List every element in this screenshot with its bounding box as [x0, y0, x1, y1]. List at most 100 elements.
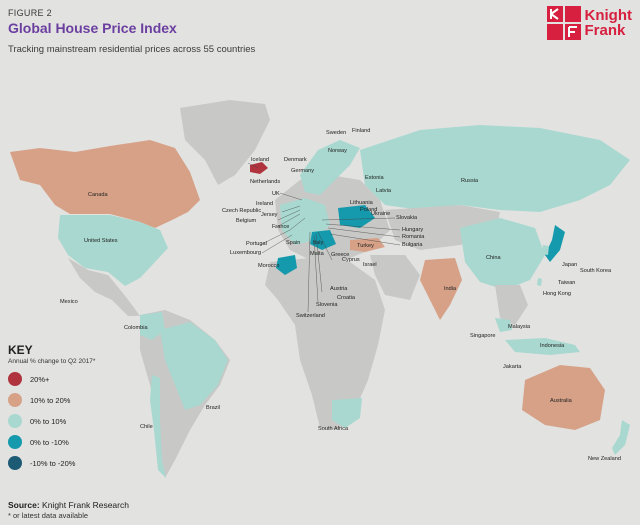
canada	[10, 140, 200, 228]
mexico	[68, 258, 140, 316]
source-prefix: Source:	[8, 500, 40, 510]
label-italy: Italy	[313, 240, 324, 246]
swatch-dark-red	[8, 372, 22, 386]
label-south-africa: South Africa	[318, 426, 349, 432]
key-item-0-to-minus-10: 0% to -10%	[8, 435, 95, 449]
label-portugal: Portugal	[246, 241, 267, 247]
label-ukraine: Ukraine	[371, 211, 391, 217]
label-luxembourg: Luxembourg	[230, 250, 262, 256]
key-item-minus-10-to-minus-20: -10% to -20%	[8, 456, 95, 470]
logo-wordmark: Knight Frank	[585, 8, 632, 38]
label-chile: Chile	[140, 424, 153, 430]
label-colombia: Colombia	[124, 325, 148, 331]
label-jakarta: Jakarta	[503, 364, 522, 370]
leader-lines	[247, 162, 401, 313]
label-slovenia: Slovenia	[316, 302, 338, 308]
label-morocco: Morocco	[258, 263, 280, 269]
south-africa	[332, 398, 362, 428]
label-jersey: Jersey	[261, 212, 278, 218]
india	[420, 258, 462, 320]
taiwan	[537, 278, 542, 286]
label-new-zealand: New Zealand	[588, 456, 621, 462]
swatch-light-teal	[8, 414, 22, 428]
label-malaysia: Malaysia	[508, 324, 531, 330]
scandinavia	[300, 140, 360, 195]
label-brazil: Brazil	[206, 405, 220, 411]
label-turkey: Turkey	[357, 243, 374, 249]
key-item-0-to-10: 0% to 10%	[8, 414, 95, 428]
china	[460, 218, 545, 290]
morocco	[276, 255, 297, 275]
label-hong-kong: Hong Kong	[543, 291, 571, 297]
label-finland: Finland	[352, 128, 371, 134]
knight-frank-logo-icon	[546, 6, 581, 40]
label-poland: Poland	[360, 207, 378, 213]
label-switzerland: Switzerland	[296, 313, 325, 319]
japan	[545, 225, 565, 262]
key-label: 20%+	[30, 374, 50, 384]
key-title: KEY	[8, 343, 33, 357]
label-latvia: Latvia	[376, 188, 391, 194]
label-japan: Japan	[562, 262, 578, 268]
label-denmark: Denmark	[284, 157, 307, 163]
label-croatia: Croatia	[337, 295, 356, 301]
key-label: 0% to 10%	[30, 416, 67, 426]
label-south-korea: South Korea	[580, 268, 612, 274]
label-netherlands: Netherlands	[250, 179, 281, 185]
key-label: -10% to -20%	[30, 458, 76, 468]
label-belgium: Belgium	[236, 218, 257, 224]
label-germany: Germany	[291, 168, 315, 174]
label-bulgaria: Bulgaria	[402, 242, 423, 248]
label-taiwan: Taiwan	[558, 280, 576, 286]
label-indonesia: Indonesia	[540, 343, 565, 349]
swatch-dark-teal	[8, 456, 22, 470]
label-australia: Australia	[550, 398, 572, 404]
africa	[265, 258, 385, 430]
label-iceland: Iceland	[251, 157, 270, 163]
label-malta: Malta	[310, 251, 324, 257]
swatch-tan	[8, 393, 22, 407]
brazil	[160, 322, 228, 410]
label-russia: Russia	[461, 178, 479, 184]
russia	[360, 125, 630, 212]
source-line: Source: Knight Frank Research	[8, 500, 129, 510]
chile	[150, 375, 166, 478]
united-states	[58, 215, 168, 286]
figure-title: Global House Price Index	[8, 20, 177, 36]
label-uk: UK	[272, 191, 280, 197]
label-czech-republic: Czech Republic	[222, 208, 262, 214]
label-estonia: Estonia	[365, 175, 384, 181]
eastern-europe	[310, 230, 336, 250]
label-ireland: Ireland	[256, 201, 274, 207]
colombia	[140, 312, 165, 340]
label-hungary: Hungary	[402, 227, 424, 233]
indonesia	[505, 338, 580, 355]
key-item-20-plus: 20%+	[8, 372, 95, 386]
label-united-states: United States	[84, 238, 118, 244]
australia	[522, 365, 605, 430]
logo-line-1: Knight	[584, 7, 632, 24]
label-israel: Israel	[363, 262, 377, 268]
new-zealand	[612, 420, 630, 455]
malaysia	[495, 318, 512, 332]
turkey	[350, 238, 385, 252]
key-label: 0% to -10%	[30, 437, 69, 447]
label-lithuania: Lithuania	[350, 200, 373, 206]
label-india: India	[444, 286, 457, 292]
figure-subtitle: Tracking mainstream residential prices a…	[8, 44, 256, 55]
label-slovakia: Slovakia	[396, 215, 418, 221]
map-key: KEY Annual % change to Q2 2017* 20%+ 10%…	[8, 343, 95, 470]
key-item-10-to-20: 10% to 20%	[8, 393, 95, 407]
knight-frank-logo: Knight Frank	[546, 6, 632, 40]
label-mexico: Mexico	[60, 299, 78, 305]
figure-header: FIGURE 2 Global House Price Index Tracki…	[8, 8, 255, 55]
label-austria: Austria	[330, 286, 348, 292]
iceland	[250, 162, 268, 174]
middle-east	[370, 255, 420, 300]
key-label: 10% to 20%	[30, 395, 71, 405]
logo-line-2: Frank	[584, 22, 626, 39]
label-romania: Romania	[402, 234, 425, 240]
label-norway: Norway	[328, 148, 347, 154]
figure-label: FIGURE 2	[8, 8, 52, 18]
ukraine	[338, 205, 375, 228]
